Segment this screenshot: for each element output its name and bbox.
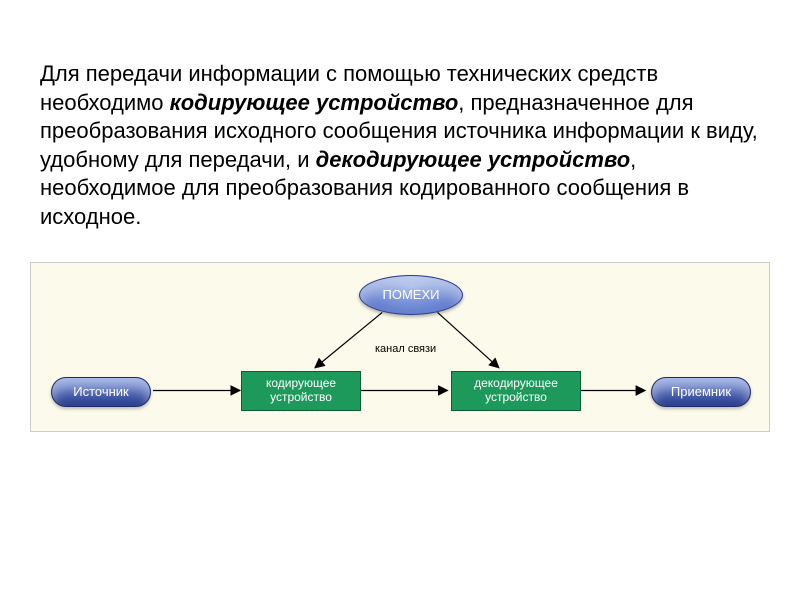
paragraph: Для передачи информации с помощью технич… — [0, 0, 800, 252]
node-encoder: кодирующее устройство — [241, 371, 361, 411]
edge-noise-decoder — [438, 312, 499, 367]
channel-caption: канал связи — [375, 343, 436, 355]
transmission-diagram: Источник кодирующее устройство декодирующе… — [30, 262, 770, 432]
para-emph-1: кодирующее устройство — [170, 90, 459, 115]
node-source: Источник — [51, 377, 151, 407]
node-receiver: Приемник — [651, 377, 751, 407]
edge-noise-encoder — [315, 312, 382, 367]
node-noise: ПОМЕХИ — [359, 275, 463, 315]
node-decoder: декодирующее устройство — [451, 371, 581, 411]
para-emph-2: декодирующее устройство — [316, 147, 631, 172]
